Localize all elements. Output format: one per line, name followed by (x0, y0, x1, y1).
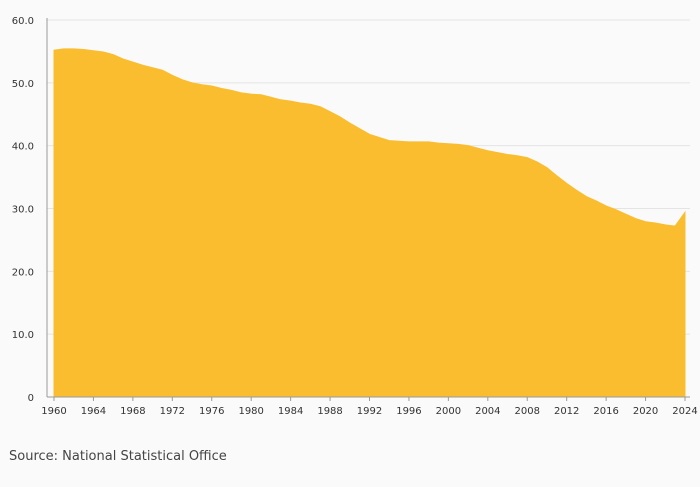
y-tick-label: 30.0 (12, 205, 34, 216)
x-tick-label: 2004 (475, 406, 500, 417)
y-tick-label: 50.0 (12, 79, 34, 90)
x-tick-label: 1992 (357, 406, 382, 417)
y-tick-label: 60.0 (12, 16, 34, 27)
x-tick-label: 1960 (41, 406, 66, 417)
y-tick-label: 40.0 (12, 142, 34, 153)
y-tick-label: 0 (28, 393, 34, 404)
y-tick-label: 20.0 (12, 267, 34, 278)
x-tick-label: 1980 (238, 406, 263, 417)
source-note: Source: National Statistical Office (9, 449, 227, 464)
x-tick-label: 1972 (160, 406, 185, 417)
area-series (53, 48, 686, 398)
y-tick-label: 10.0 (12, 330, 34, 341)
x-tick-label: 1988 (317, 406, 342, 417)
x-tick-label: 2012 (554, 406, 579, 417)
x-axis-tick-labels: 1960 1964 1968 1972 1976 1980 1984 1988 1992 1996… (41, 397, 698, 417)
x-tick-label: 2020 (633, 406, 658, 417)
x-tick-label: 2000 (436, 406, 461, 417)
x-tick-label: 2008 (515, 406, 540, 417)
x-tick-label: 1976 (199, 406, 224, 417)
x-tick-label: 2024 (672, 406, 697, 417)
x-tick-label: 1964 (81, 406, 106, 417)
x-tick-label: 1984 (278, 406, 303, 417)
y-axis-tick-labels: 0 10.0 20.0 30.0 40.0 50.0 60.0 (12, 16, 34, 404)
x-tick-label: 1968 (120, 406, 145, 417)
x-tick-label: 2016 (593, 406, 618, 417)
axes (46, 18, 690, 398)
area-fill (53, 48, 686, 398)
x-tick-label: 1996 (396, 406, 421, 417)
